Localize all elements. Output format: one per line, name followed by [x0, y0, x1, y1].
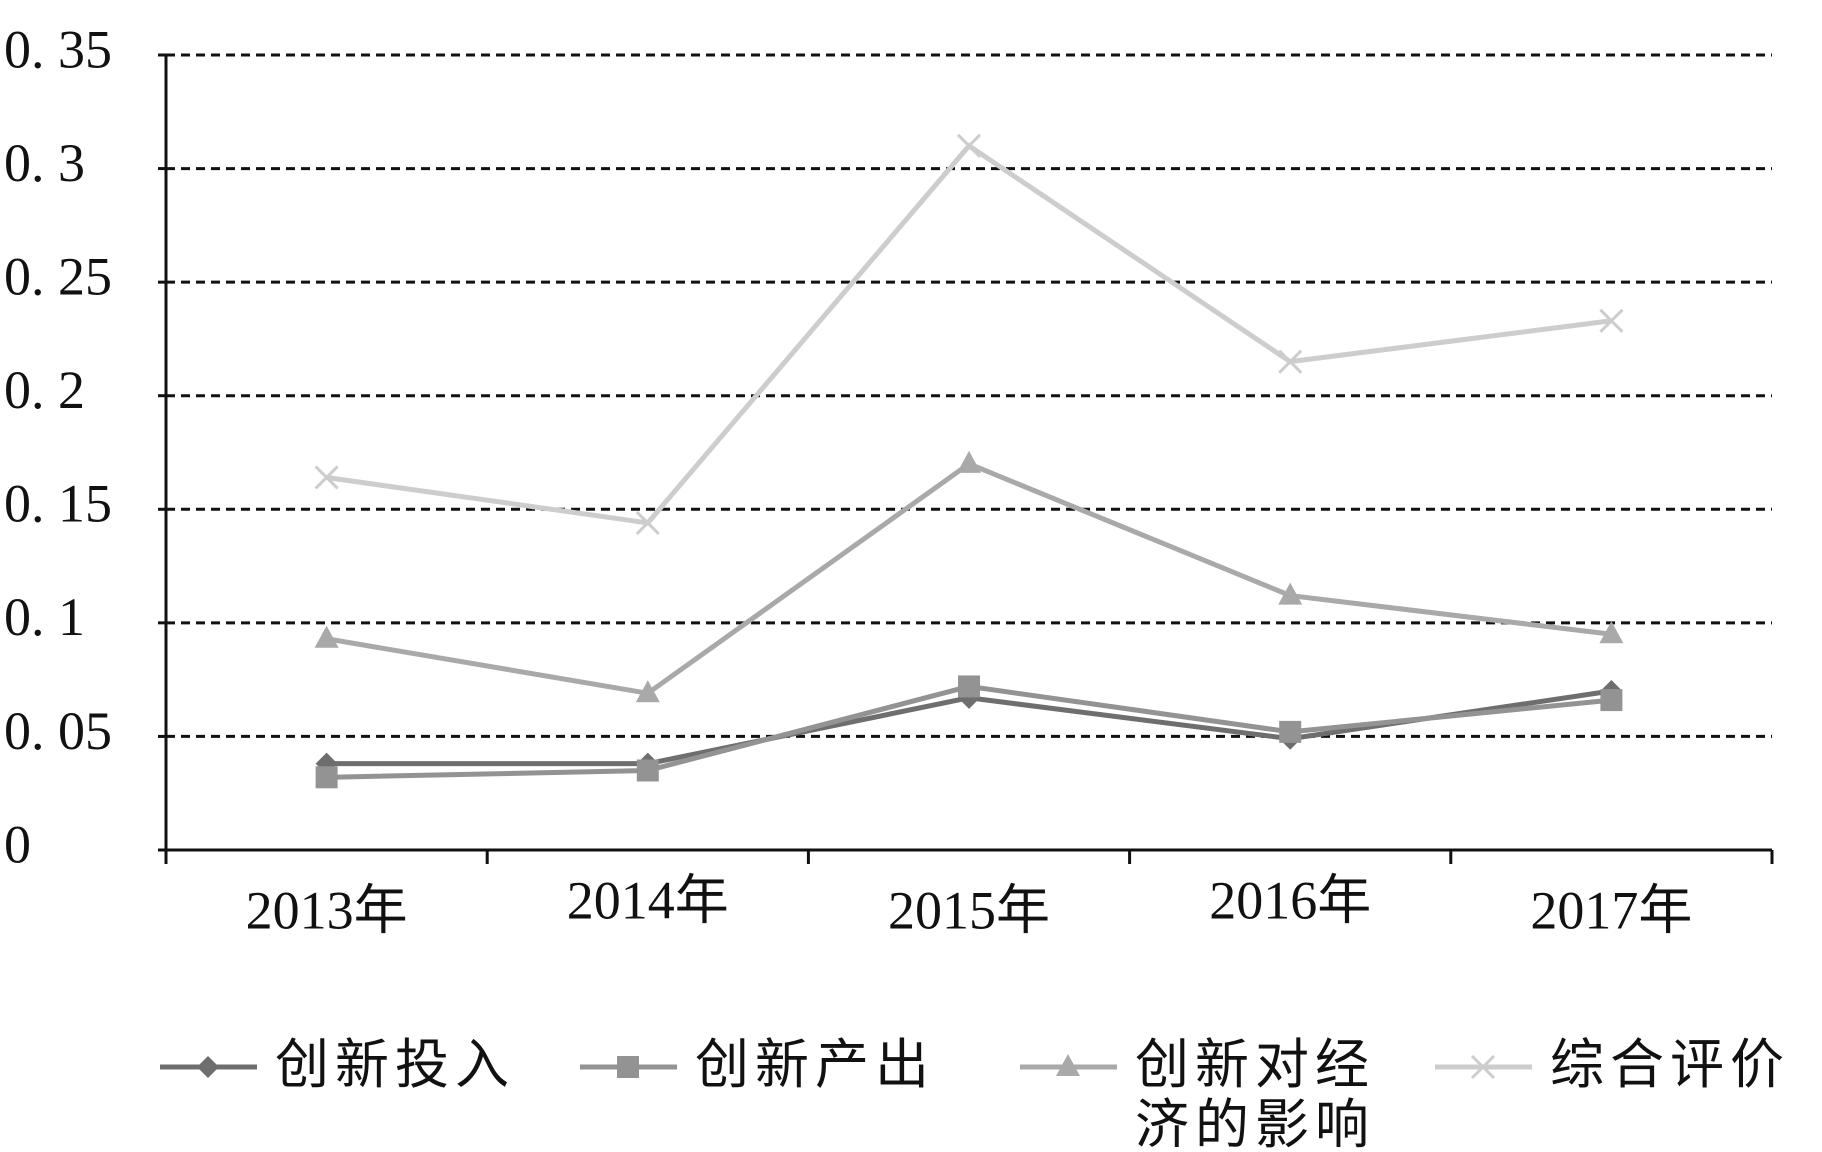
y-tick-label: 0. 05 [4, 701, 112, 761]
marker [958, 675, 980, 698]
legend-label: 综合评价 [1550, 1033, 1790, 1096]
marker [1278, 582, 1303, 605]
marker [1278, 349, 1303, 374]
marker [197, 1056, 219, 1078]
y-tick-label: 0. 15 [4, 474, 112, 534]
line [326, 461, 1612, 696]
marker [617, 1056, 639, 1078]
marker [315, 766, 338, 789]
y-tick-label: 0. 3 [4, 133, 85, 193]
series [314, 133, 1624, 535]
y-tick-label: 0. 35 [4, 19, 112, 79]
series [314, 450, 1624, 703]
legend-label: 创新产出 [695, 1033, 935, 1096]
marker [1056, 1054, 1080, 1076]
legend-label: 创新投入 [275, 1033, 515, 1096]
y-tick-label: 0. 25 [4, 247, 112, 307]
marker [957, 450, 981, 473]
y-tick-label: 0 [4, 814, 31, 874]
marker [314, 465, 339, 490]
x-tick-label: 2016年 [1209, 870, 1371, 930]
marker [1600, 689, 1623, 712]
marker [1599, 621, 1624, 644]
x-tick-label: 2014年 [567, 870, 729, 930]
marker [1279, 720, 1302, 743]
marker [1599, 308, 1624, 333]
x-tick-label: 2017年 [1530, 880, 1692, 940]
marker [314, 625, 339, 648]
marker [956, 133, 982, 158]
marker [635, 680, 660, 703]
x-tick-label: 2013年 [246, 880, 408, 940]
y-tick-label: 0. 1 [4, 587, 85, 647]
y-tick-label: 0. 2 [4, 360, 85, 420]
marker [636, 759, 659, 782]
marker [635, 510, 660, 535]
x-tick-label: 2015年 [888, 880, 1050, 940]
series [315, 675, 1623, 789]
legend-label: 创新对经济的影响 [1135, 1033, 1375, 1152]
marker [1470, 1054, 1496, 1080]
